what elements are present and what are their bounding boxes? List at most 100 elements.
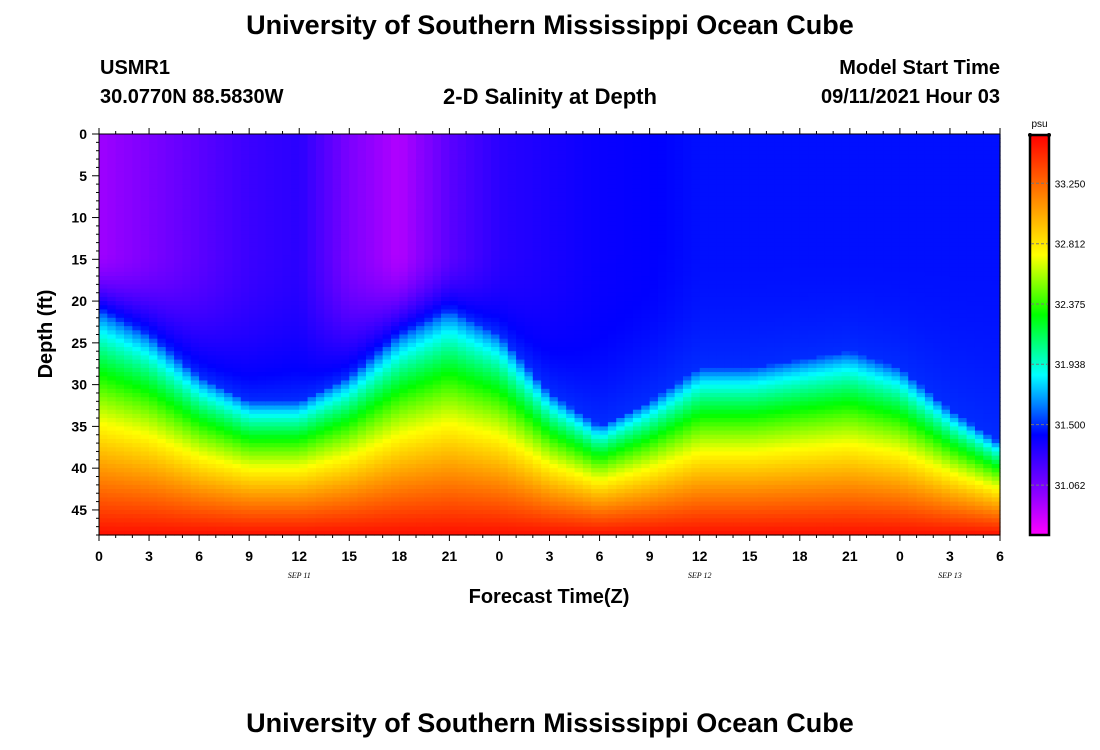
heatmap-cell — [399, 347, 409, 352]
heatmap-cell — [115, 418, 125, 423]
heatmap-cell — [257, 526, 267, 532]
heatmap-cell — [257, 422, 267, 427]
heatmap-cell — [474, 142, 484, 148]
heatmap-cell — [524, 150, 534, 156]
heatmap-cell — [482, 405, 492, 411]
heatmap-cell — [332, 430, 342, 436]
heatmap-cell — [482, 518, 492, 524]
heatmap-cell — [382, 426, 392, 432]
heatmap-cell — [424, 242, 434, 248]
heatmap-cell — [190, 205, 200, 210]
heatmap-cell — [516, 480, 526, 486]
heatmap-cell — [357, 209, 367, 214]
heatmap-cell — [290, 418, 300, 423]
heatmap-cell — [157, 509, 167, 515]
heatmap-cell — [474, 338, 484, 344]
station-coords: 30.0770N 88.5830W — [100, 86, 284, 108]
heatmap-cell — [307, 426, 317, 432]
heatmap-cell — [174, 468, 184, 473]
heatmap-cell — [149, 426, 158, 432]
heatmap-cell — [124, 418, 133, 423]
heatmap-cell — [282, 501, 292, 507]
heatmap-cell — [215, 280, 225, 285]
heatmap-cell — [382, 305, 392, 311]
heatmap-cell — [365, 209, 375, 214]
heatmap-cell — [441, 355, 450, 361]
heatmap-cell — [332, 330, 342, 336]
heatmap-cell — [449, 484, 459, 490]
heatmap-cell — [416, 150, 425, 156]
heatmap-cell — [457, 342, 467, 348]
heatmap-cell — [165, 296, 175, 302]
heatmap-cell — [107, 514, 117, 519]
heatmap-cell — [215, 271, 225, 277]
heatmap-cell — [382, 200, 392, 206]
heatmap-cell — [474, 422, 484, 427]
heatmap-cell — [332, 271, 342, 277]
heatmap-cell — [265, 246, 275, 252]
heatmap-cell — [182, 263, 192, 269]
heatmap-cell — [332, 246, 342, 252]
heatmap-cell — [240, 271, 250, 277]
heatmap-cell — [499, 422, 509, 427]
heatmap-cell — [457, 263, 467, 269]
heatmap-cell — [516, 422, 526, 427]
heatmap-cell — [416, 321, 425, 327]
heatmap-cell — [149, 313, 158, 319]
heatmap-cell — [524, 305, 534, 311]
heatmap-cell — [307, 313, 317, 319]
heatmap-cell — [524, 138, 534, 143]
heatmap-cell — [357, 217, 367, 223]
heatmap-cell — [524, 284, 534, 290]
heatmap-cell — [390, 205, 400, 210]
heatmap-cell — [315, 468, 325, 473]
heatmap-cell — [324, 175, 334, 181]
heatmap-cell — [365, 468, 375, 473]
heatmap-cell — [424, 438, 434, 444]
heatmap-cell — [174, 138, 184, 143]
heatmap-cell — [441, 309, 450, 315]
heatmap-cell — [215, 367, 225, 373]
heatmap-cell — [382, 359, 392, 365]
heatmap-cell — [257, 238, 267, 244]
heatmap-cell — [315, 317, 325, 323]
heatmap-cell — [399, 514, 409, 519]
heatmap-cell — [407, 179, 417, 185]
heatmap-cell — [499, 188, 509, 194]
heatmap-cell — [449, 376, 459, 382]
heatmap-cell — [491, 200, 501, 206]
heatmap-cell — [182, 138, 192, 143]
heatmap-cell — [174, 271, 184, 277]
heatmap-cell — [124, 200, 133, 206]
heatmap-cell — [365, 284, 375, 290]
heatmap-cell — [516, 463, 526, 469]
heatmap-cell — [282, 472, 292, 478]
heatmap-cell — [282, 484, 292, 490]
heatmap-cell — [457, 476, 467, 482]
heatmap-cell — [474, 359, 484, 365]
heatmap-cell — [157, 138, 167, 143]
heatmap-cell — [482, 472, 492, 478]
heatmap-cell — [290, 163, 300, 169]
heatmap-cell — [182, 355, 192, 361]
heatmap-cell — [365, 397, 375, 402]
heatmap-cell — [491, 230, 501, 235]
heatmap-cell — [265, 518, 275, 524]
heatmap-cell — [516, 209, 526, 214]
heatmap-cell — [499, 288, 509, 294]
heatmap-cell — [399, 313, 409, 319]
heatmap-cell — [315, 196, 325, 202]
heatmap-cell — [349, 463, 359, 469]
heatmap-cell — [340, 313, 350, 319]
heatmap-cell — [315, 263, 325, 269]
heatmap-cell — [282, 397, 292, 402]
heatmap-cell — [374, 276, 384, 281]
heatmap-cell — [365, 238, 375, 244]
heatmap-cell — [407, 184, 417, 189]
heatmap-cell — [357, 154, 367, 160]
heatmap-cell — [524, 484, 534, 490]
heatmap-cell — [107, 142, 117, 148]
heatmap-cell — [516, 154, 526, 160]
heatmap-cell — [132, 196, 142, 202]
heatmap-cell — [424, 280, 434, 285]
